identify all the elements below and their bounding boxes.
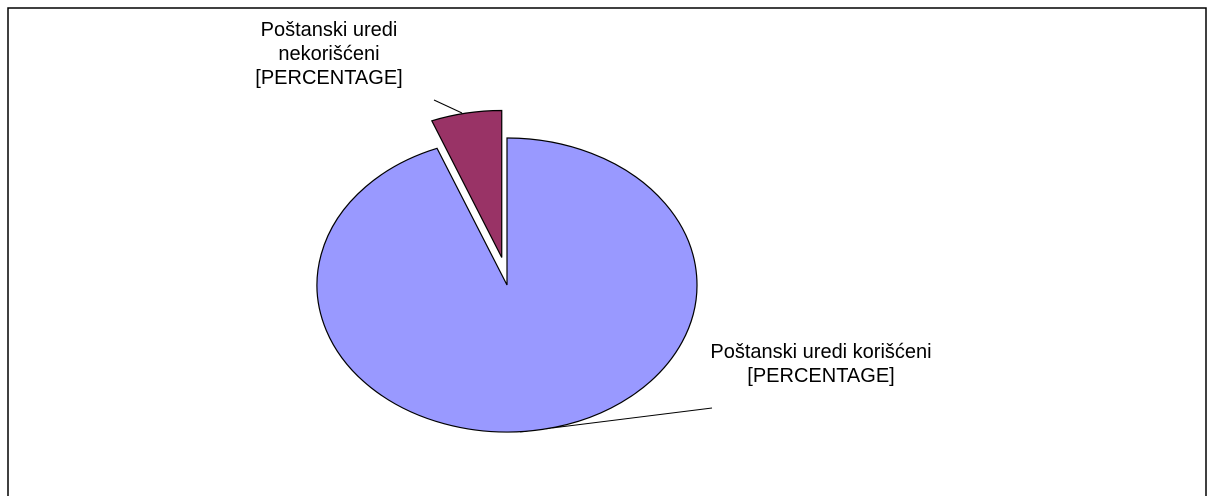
value-label: [PERCENTAGE] — [747, 365, 895, 387]
data-label: Poštanski uredi korišćeni [PERCENTAGE] — [708, 340, 934, 388]
leader-line — [433, 99, 463, 114]
pie-slice — [430, 109, 503, 258]
category-label: Poštanski uredi nekorišćeni — [260, 19, 398, 65]
pie-slice — [316, 137, 698, 433]
chart-frame — [7, 7, 1207, 496]
data-label: Poštanski uredi nekorišćeni [PERCENTAGE] — [216, 18, 442, 90]
category-label: Poštanski uredi korišćeni — [710, 341, 932, 363]
value-label: [PERCENTAGE] — [255, 67, 403, 89]
